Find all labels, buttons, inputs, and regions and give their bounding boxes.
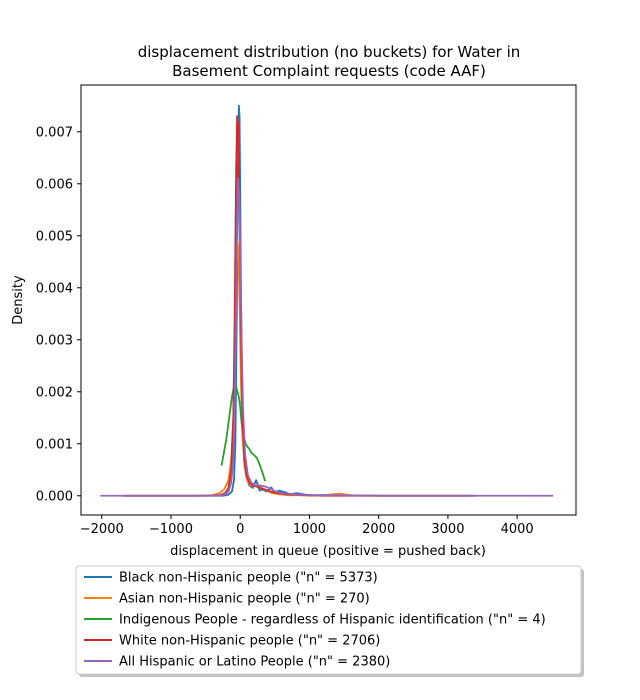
- chart-title-line2: Basement Complaint requests (code AAF): [172, 62, 486, 80]
- y-tick-label: 0.004: [36, 281, 73, 296]
- y-tick-label: 0.005: [36, 229, 73, 244]
- series-line-4: [100, 177, 554, 497]
- y-tick-label: 0.007: [36, 125, 73, 140]
- series-line-3: [122, 115, 469, 497]
- legend-entry-label: Asian non-Hispanic people ("n" = 270): [119, 592, 370, 607]
- x-axis: −2000 −1000 0 1000 2000 3000 4000: [80, 515, 534, 537]
- y-axis-label: Density: [11, 275, 26, 325]
- y-tick-label: 0.003: [36, 333, 73, 348]
- x-tick-label: −2000: [80, 522, 124, 537]
- y-tick-label: 0.001: [36, 437, 73, 452]
- legend-entry-label: White non-Hispanic people ("n" = 2706): [119, 634, 380, 649]
- x-tick-label: −1000: [149, 522, 193, 537]
- x-tick-label: 1000: [293, 522, 326, 537]
- legend: Black non-Hispanic people ("n" = 5373) As…: [75, 565, 584, 677]
- legend-entry-label: All Hispanic or Latino People ("n" = 238…: [119, 655, 390, 670]
- x-tick-label: 0: [236, 522, 244, 537]
- x-tick-label: 2000: [362, 522, 395, 537]
- y-tick-label: 0.006: [36, 177, 73, 192]
- x-axis-label: displacement in queue (positive = pushed…: [170, 544, 486, 559]
- x-tick-label: 3000: [431, 522, 464, 537]
- x-tick-label: 4000: [501, 522, 534, 537]
- legend-entry-label: Indigenous People - regardless of Hispan…: [119, 613, 546, 628]
- plot-frame: [80, 84, 577, 516]
- chart-title-line1: displacement distribution (no buckets) f…: [138, 43, 521, 61]
- plot-lines: [100, 104, 554, 497]
- legend-box: [75, 565, 582, 675]
- y-tick-label: 0.002: [36, 385, 73, 400]
- legend-entry-label: Black non-Hispanic people ("n" = 5373): [119, 571, 378, 586]
- series-line-0: [129, 104, 476, 497]
- y-tick-label: 0.000: [36, 489, 73, 504]
- y-axis: 0.000 0.001 0.002 0.003 0.004 0.005 0.006 0.007: [36, 125, 81, 504]
- series-line-1: [122, 240, 476, 497]
